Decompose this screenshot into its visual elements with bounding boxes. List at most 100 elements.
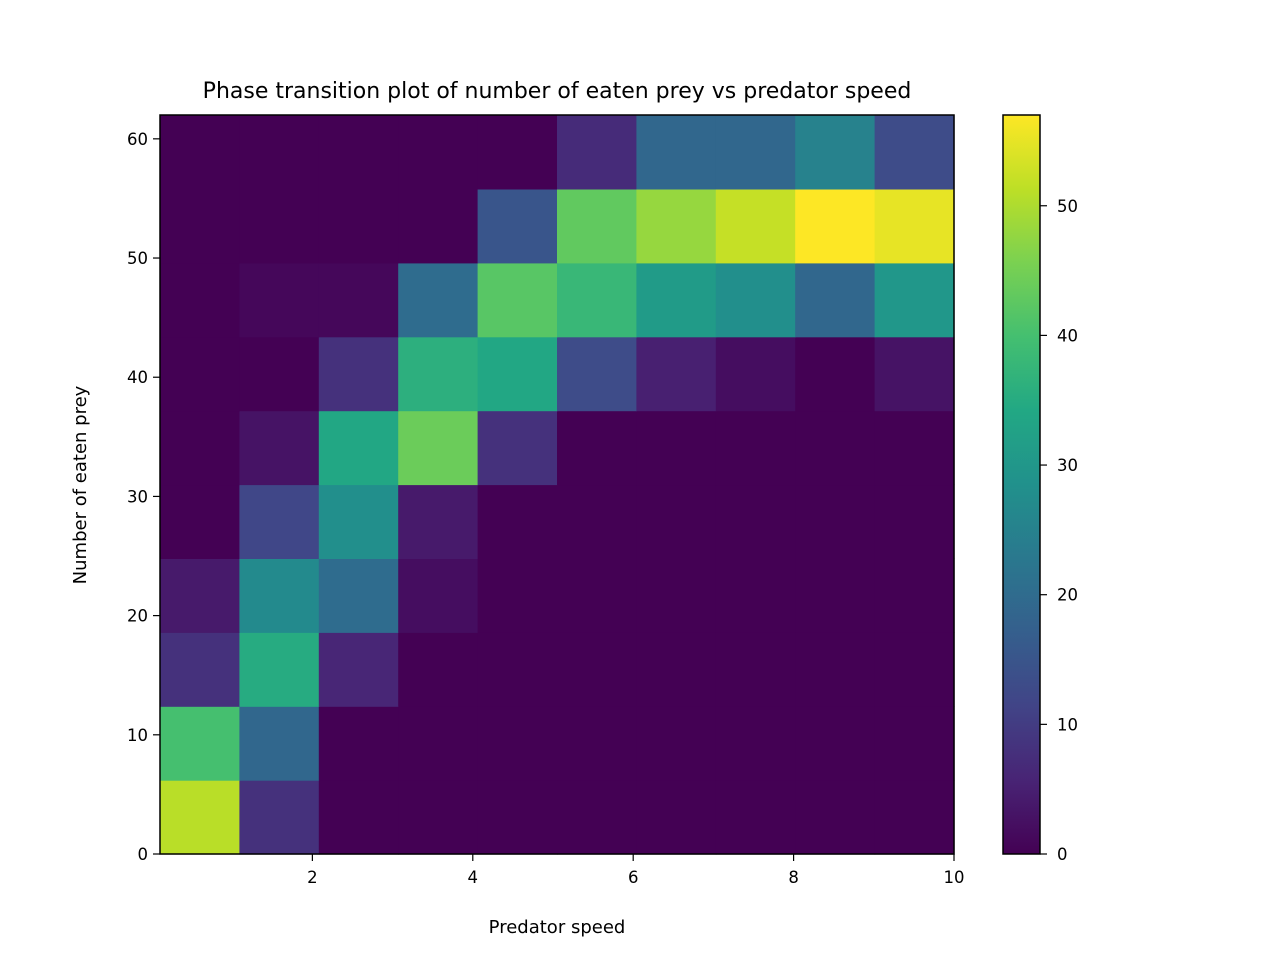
heatmap-cell: [636, 410, 717, 486]
y-tick-label: 60: [127, 130, 148, 149]
heatmap-cell: [715, 336, 796, 412]
heatmap-cell: [239, 410, 320, 486]
heatmap-cell: [477, 336, 558, 412]
heatmap-cell: [239, 188, 320, 264]
heatmap-cell: [318, 632, 399, 707]
heatmap-cell: [874, 632, 955, 707]
heatmap-cell: [557, 632, 637, 707]
heatmap-cell: [557, 262, 637, 338]
y-tick-label: 10: [127, 726, 148, 745]
colorbar-tick-label: 30: [1057, 456, 1078, 475]
heatmap-cell: [477, 780, 558, 855]
x-tick-label: 4: [468, 868, 479, 887]
heatmap-cell: [557, 484, 637, 559]
heatmap-cell: [874, 484, 955, 559]
heatmap-cell: [318, 780, 399, 855]
heatmap-cell: [874, 115, 955, 190]
heatmap-cell: [636, 706, 717, 781]
colorbar-tick-label: 10: [1057, 715, 1078, 734]
heatmap-cell: [239, 706, 320, 781]
heatmap-cell: [715, 188, 796, 264]
heatmap-cell: [160, 558, 240, 633]
heatmap-cell: [318, 188, 399, 264]
heatmap-cell: [160, 780, 240, 855]
heatmap-cell: [160, 484, 240, 559]
heatmap-cell: [477, 262, 558, 338]
heatmap-cell: [636, 115, 717, 190]
heatmap-cell: [318, 706, 399, 781]
heatmap-cell: [477, 115, 558, 190]
heatmap-cell: [160, 115, 240, 190]
heatmap-cell: [239, 780, 320, 855]
heatmap-cell: [239, 558, 320, 633]
x-tick-label: 8: [788, 868, 799, 887]
heatmap-cell: [160, 706, 240, 781]
heatmap-cell: [477, 558, 558, 633]
heatmap-cell: [715, 706, 796, 781]
heatmap-cell: [477, 706, 558, 781]
heatmap-cell: [874, 262, 955, 338]
heatmap-cell: [398, 558, 479, 633]
heatmap-cell: [874, 188, 955, 264]
heatmap-cell: [715, 780, 796, 855]
heatmap-cell: [239, 262, 320, 338]
heatmap-cell: [715, 410, 796, 486]
heatmap-cell: [318, 115, 399, 190]
y-axis-ticks: 0 10 20 30 40 50 60: [127, 130, 160, 864]
y-tick-label: 50: [127, 249, 148, 268]
heatmap-cell: [318, 336, 399, 412]
heatmap-cell: [795, 706, 876, 781]
heatmap-cell: [795, 188, 876, 264]
heatmap-cell: [557, 706, 637, 781]
heatmap-cell: [795, 336, 876, 412]
heatmap-cell: [557, 188, 637, 264]
colorbar-ticks: 0 10 20 30 40 50: [1040, 197, 1078, 864]
heatmap-cell: [398, 780, 479, 855]
heatmap-cell: [318, 410, 399, 486]
heatmap-cell: [239, 632, 320, 707]
heatmap-cell: [636, 188, 717, 264]
heatmap-cell: [715, 262, 796, 338]
heatmap-cell: [239, 484, 320, 559]
x-axis-ticks: 2 4 6 8 10: [307, 854, 965, 887]
colorbar-tick-label: 20: [1057, 586, 1078, 605]
heatmap-cell: [557, 336, 637, 412]
heatmap-cell: [477, 410, 558, 486]
heatmap-cell: [477, 484, 558, 559]
heatmap-cell: [795, 410, 876, 486]
heatmap-cell: [636, 558, 717, 633]
y-tick-label: 40: [127, 368, 148, 387]
heatmap-cell: [557, 558, 637, 633]
heatmap-cell: [874, 336, 955, 412]
heatmap-cell: [795, 262, 876, 338]
heatmap-cell: [239, 115, 320, 190]
heatmap-cell: [874, 558, 955, 633]
heatmap-cell: [874, 780, 955, 855]
x-tick-label: 10: [944, 868, 965, 887]
y-tick-label: 0: [138, 845, 149, 864]
heatmap-cell: [318, 484, 399, 559]
heatmap-cell: [795, 115, 876, 190]
heatmap-cell: [398, 188, 479, 264]
heatmap-cell: [318, 262, 399, 338]
heatmap-cell: [715, 484, 796, 559]
heatmap-cell: [636, 780, 717, 855]
heatmap-cell: [477, 188, 558, 264]
chart-title: Phase transition plot of number of eaten…: [203, 79, 912, 104]
colorbar-tick-label: 50: [1057, 197, 1078, 216]
heatmap-cell: [636, 484, 717, 559]
heatmap-cell: [636, 262, 717, 338]
heatmap-cell: [318, 558, 399, 633]
colorbar: [1002, 114, 1041, 855]
heatmap-cell: [160, 188, 240, 264]
heatmap-cell: [795, 780, 876, 855]
heatmap-cell: [636, 336, 717, 412]
heatmap-cell: [874, 706, 955, 781]
y-tick-label: 20: [127, 607, 148, 626]
x-tick-label: 2: [307, 868, 318, 887]
x-axis-label: Predator speed: [489, 917, 626, 938]
heatmap-cell: [398, 410, 479, 486]
heatmap-cell: [557, 410, 637, 486]
heatmap-cell: [398, 115, 479, 190]
